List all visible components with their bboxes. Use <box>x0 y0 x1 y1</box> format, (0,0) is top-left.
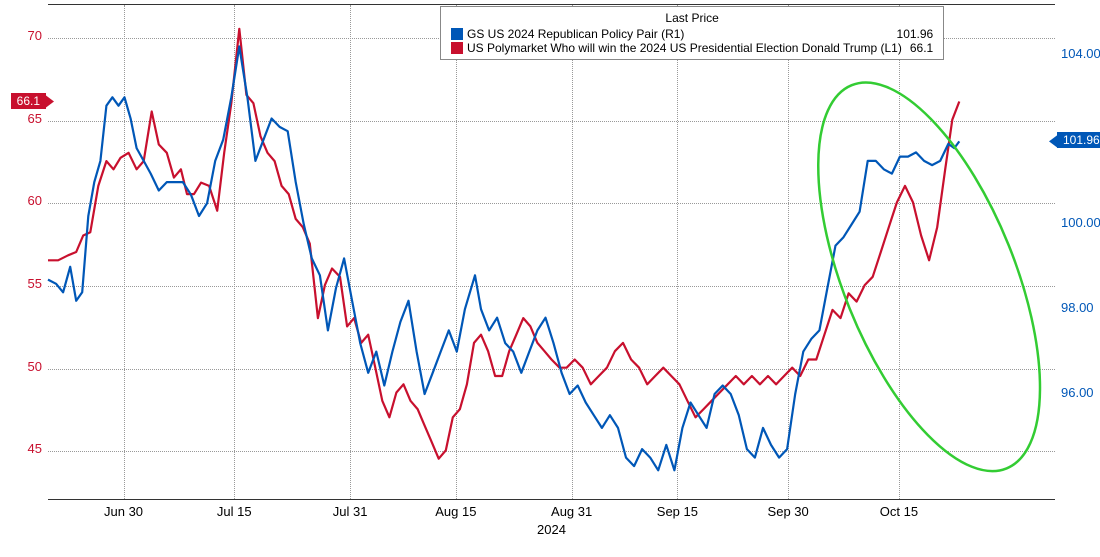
legend-label: US Polymarket Who will win the 2024 US P… <box>467 41 902 55</box>
y-right-tick-label: 100.00 <box>1061 215 1100 230</box>
x-axis-year: 2024 <box>537 522 566 537</box>
x-tick-label: Aug 31 <box>551 504 592 519</box>
x-tick-label: Aug 15 <box>435 504 476 519</box>
y-left-tick-label: 60 <box>28 193 42 208</box>
y-right-tick-label: 98.00 <box>1061 300 1094 315</box>
legend-label: GS US 2024 Republican Policy Pair (R1) <box>467 27 889 41</box>
legend-row: US Polymarket Who will win the 2024 US P… <box>451 41 933 55</box>
left-marker: 66.1 <box>11 93 46 109</box>
x-tick-label: Jul 15 <box>217 504 252 519</box>
x-tick-label: Oct 15 <box>880 504 918 519</box>
legend-row: GS US 2024 Republican Policy Pair (R1) 10… <box>451 27 933 41</box>
series-red_left <box>48 29 959 459</box>
legend-swatch <box>451 28 463 40</box>
chart-lines <box>0 0 1100 557</box>
legend-swatch <box>451 42 463 54</box>
legend-title: Last Price <box>451 11 933 25</box>
series-blue_right <box>48 46 959 470</box>
x-tick-label: Jul 31 <box>333 504 368 519</box>
right-marker: 101.96 <box>1057 132 1100 148</box>
y-right-tick-label: 104.00 <box>1061 46 1100 61</box>
legend: Last Price GS US 2024 Republican Policy … <box>440 6 944 60</box>
x-tick-label: Jun 30 <box>104 504 143 519</box>
chart-container: Last Price GS US 2024 Republican Policy … <box>0 0 1100 557</box>
y-left-tick-label: 70 <box>28 28 42 43</box>
highlight-ellipse <box>772 53 1086 500</box>
y-left-tick-label: 50 <box>28 359 42 374</box>
legend-value: 101.96 <box>897 27 934 41</box>
x-tick-label: Sep 15 <box>657 504 698 519</box>
left-marker-arrow <box>46 96 54 108</box>
y-left-tick-label: 65 <box>28 111 42 126</box>
x-tick-label: Sep 30 <box>768 504 809 519</box>
y-left-tick-label: 45 <box>28 441 42 456</box>
y-right-tick-label: 96.00 <box>1061 385 1094 400</box>
legend-value: 66.1 <box>910 41 933 55</box>
y-left-tick-label: 55 <box>28 276 42 291</box>
right-marker-arrow <box>1049 135 1057 147</box>
